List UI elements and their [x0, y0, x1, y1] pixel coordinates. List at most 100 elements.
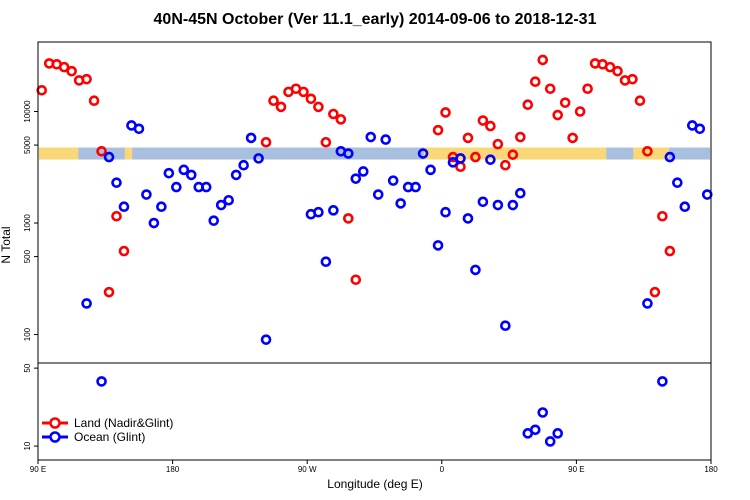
- land-point: [58, 61, 70, 73]
- y-axis-title: N Total: [0, 226, 13, 263]
- y-tick-label: 100: [23, 327, 32, 341]
- x-axis: 90 E 180 90 W 0 90 E 180: [30, 460, 718, 474]
- land-point: [36, 84, 48, 96]
- y-tick-label: 10000: [23, 100, 32, 123]
- land-point: [664, 245, 676, 257]
- land-point: [485, 120, 496, 132]
- land-point: [81, 73, 92, 85]
- ocean-point: [679, 201, 691, 213]
- land-point: [477, 115, 489, 126]
- ocean-point: [313, 206, 324, 218]
- plot-area: [37, 41, 712, 461]
- ocean-point: [118, 201, 130, 213]
- reference-band: [39, 147, 710, 160]
- legend-marker-land: [49, 417, 61, 429]
- ocean-point: [245, 132, 257, 144]
- ocean-point: [320, 256, 332, 267]
- x-tick-label: 180: [704, 465, 718, 474]
- ocean-point: [357, 166, 369, 177]
- ocean-point: [111, 177, 122, 188]
- ocean-point: [492, 199, 504, 211]
- x-tick-label: 180: [166, 465, 180, 474]
- land-point: [305, 93, 317, 105]
- land-point: [462, 132, 474, 144]
- land-point: [320, 136, 332, 148]
- ocean-point: [343, 148, 354, 159]
- ocean-point: [103, 151, 115, 163]
- ocean-point: [515, 187, 526, 199]
- land-point: [103, 286, 115, 298]
- land-point: [642, 145, 653, 157]
- land-point: [515, 131, 526, 143]
- ocean-point: [133, 123, 145, 135]
- land-point: [634, 95, 646, 106]
- land-point: [500, 159, 511, 171]
- y-tick-label: 50: [23, 363, 32, 372]
- land-point: [118, 245, 130, 257]
- ocean-point: [701, 189, 713, 200]
- ocean-point: [507, 199, 519, 211]
- ocean-point: [485, 154, 496, 165]
- ocean-point: [185, 169, 197, 181]
- reference-band-yellow-segment: [124, 147, 133, 160]
- chart-title: 40N-45N October (Ver 11.1_early) 2014-09…: [154, 11, 597, 28]
- ocean-point: [477, 196, 489, 208]
- y-tick-label: 10: [23, 441, 32, 450]
- ocean-point: [432, 240, 444, 251]
- ocean-point: [694, 123, 706, 135]
- ocean-point: [96, 376, 107, 387]
- x-axis-title: Longitude (deg E): [327, 477, 422, 491]
- land-point: [492, 138, 504, 150]
- ocean-point: [328, 205, 339, 216]
- ocean-point: [529, 424, 541, 436]
- legend-label-land: Land (Nadir&Glint): [74, 416, 173, 430]
- land-point: [335, 114, 347, 125]
- land-point: [432, 124, 444, 136]
- land-point: [612, 65, 623, 77]
- land-point: [537, 54, 549, 66]
- ocean-point: [410, 181, 421, 193]
- ocean-point: [260, 334, 272, 345]
- ocean-point: [141, 189, 152, 200]
- land-point: [260, 136, 272, 148]
- ocean-point: [365, 131, 377, 143]
- legend-label-ocean: Ocean (Glint): [74, 430, 145, 444]
- ocean-point: [537, 407, 549, 418]
- ocean-point: [163, 167, 175, 179]
- legend: Land (Nadir&Glint) Ocean (Glint): [42, 416, 173, 444]
- land-point: [567, 132, 578, 144]
- ocean-point: [642, 298, 653, 309]
- ocean-point: [178, 164, 190, 176]
- land-point: [529, 76, 541, 88]
- ocean-point: [171, 181, 182, 193]
- reference-band-blue: [39, 147, 710, 160]
- land-point: [649, 286, 661, 298]
- land-point: [507, 149, 519, 160]
- ocean-point: [372, 189, 384, 200]
- ocean-point: [238, 159, 249, 171]
- ocean-point: [552, 428, 564, 439]
- ocean-point: [455, 153, 466, 164]
- ocean-point: [417, 148, 429, 159]
- land-point: [604, 61, 616, 73]
- y-tick-label: 1000: [23, 214, 32, 232]
- land-point: [111, 210, 122, 222]
- ocean-point: [425, 164, 436, 176]
- ocean-point: [200, 181, 212, 193]
- x-tick-label: 90 E: [568, 465, 584, 474]
- ocean-point: [544, 436, 556, 447]
- ocean-point: [672, 177, 683, 188]
- x-tick-label: 0: [440, 465, 445, 474]
- land-point: [88, 95, 100, 106]
- y-tick-label: 500: [23, 249, 32, 263]
- land-point: [559, 97, 571, 108]
- ocean-point: [208, 215, 220, 226]
- reference-band-yellow-segment: [39, 147, 79, 160]
- x-tick-label: 90 W: [298, 465, 317, 474]
- land-point: [268, 95, 279, 106]
- ocean-point: [462, 213, 474, 224]
- ocean-point: [156, 201, 167, 213]
- ocean-point: [230, 169, 242, 181]
- ocean-point: [223, 194, 234, 206]
- land-point: [657, 210, 668, 222]
